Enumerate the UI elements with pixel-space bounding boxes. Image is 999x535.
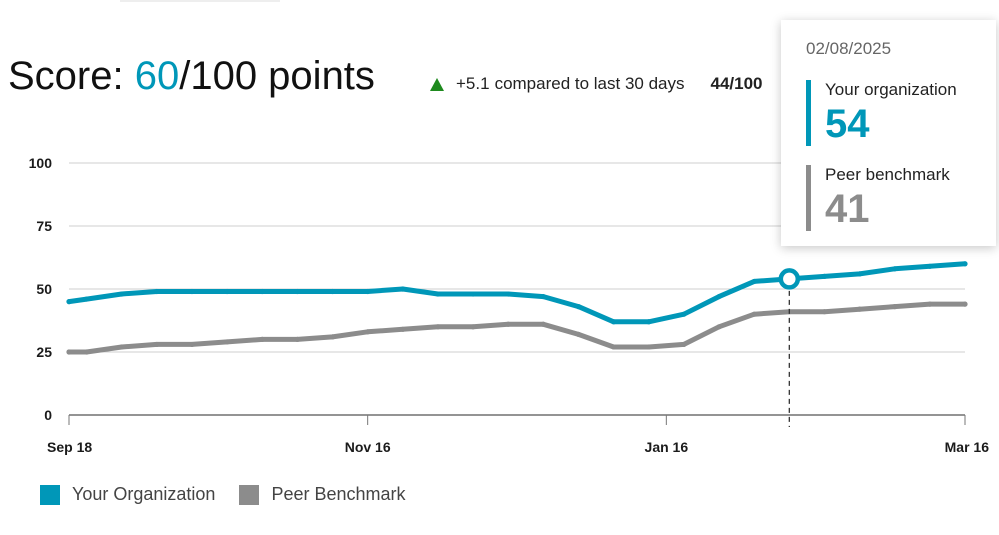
chart-tooltip: 02/08/2025 Your organization 54 Peer ben… [781,20,996,246]
legend-swatch-benchmark [239,484,260,505]
tooltip-date: 02/08/2025 [806,39,892,58]
data-point-benchmark [962,301,968,307]
axes: 0 25 50 75 100 Sep 18 Nov 16 Jan 16 Mar 16 [29,155,990,455]
data-point-benchmark [505,321,511,327]
data-point-organization [189,288,195,295]
series-line-benchmark [66,301,968,355]
x-tick-label: Sep 18 [47,439,92,455]
data-point-benchmark [540,321,546,327]
tooltip-organization-bar [806,80,811,146]
tooltip-benchmark-value: 41 [825,187,870,231]
data-point-benchmark [611,344,617,350]
legend-label-benchmark: Peer Benchmark [271,484,406,504]
tooltip-benchmark-bar [806,165,811,231]
score-prefix: Score: [8,54,135,98]
x-tick-label: Nov 16 [345,439,391,455]
score-value: 60 [134,54,180,98]
data-point-benchmark [681,341,687,348]
series [66,261,968,355]
data-point-organization [821,273,828,279]
data-point-benchmark [66,349,72,355]
data-point-benchmark [646,344,652,350]
legend-swatch-organization [40,484,60,505]
data-point-benchmark [575,331,582,337]
data-point-benchmark [365,329,371,335]
y-tick-label: 0 [44,407,52,423]
y-tick-label: 25 [36,344,52,360]
data-point-organization [505,291,511,297]
tooltip-organization-value: 54 [825,102,870,146]
data-point-organization [892,266,898,272]
data-point-benchmark [294,336,300,342]
tooltip-organization: Your organization 54 [806,80,986,146]
data-point-benchmark [224,339,230,345]
data-point-benchmark [329,334,336,340]
data-point-organization [575,304,582,310]
data-point-organization [435,291,441,297]
data-point-organization [154,288,160,295]
data-point-organization [329,288,336,295]
top-divider [120,0,280,2]
score-heading: Score: 60/100 points [8,52,375,100]
data-point-organization [66,299,72,305]
data-point-benchmark [892,304,898,310]
hover-point-organization [778,268,801,290]
hover-marker [778,268,801,427]
score-change: +5.1 compared to last 30 days 44/100 [430,72,763,96]
data-point-organization [751,278,757,285]
data-point-organization [611,319,617,325]
data-point-organization [681,311,687,317]
x-tick-label: Mar 16 [945,439,990,455]
data-point-benchmark [821,309,828,315]
data-point-benchmark [83,349,90,355]
x-tick-label: Jan 16 [645,439,689,455]
legend-item-benchmark[interactable]: Peer Benchmark [239,484,406,505]
data-point-benchmark [259,336,265,342]
y-tick-label: 75 [36,218,52,234]
chart-legend: Your Organization Peer Benchmark [40,484,430,505]
data-point-organization [646,319,652,325]
data-point-benchmark [154,341,160,348]
data-point-benchmark [470,324,476,330]
data-point-organization [400,286,406,292]
data-point-organization [119,291,125,297]
y-tick-label: 50 [36,281,52,297]
data-point-benchmark [716,324,722,330]
data-point-organization [927,263,933,269]
score-change-value: +5.1 [456,74,490,93]
tooltip-organization-label: Your organization [825,80,957,99]
data-point-organization [365,288,371,295]
tooltip-benchmark: Peer benchmark 41 [806,165,986,231]
triangle-up-icon [430,77,444,91]
data-point-organization [83,296,90,302]
data-point-organization [470,291,476,297]
data-point-benchmark [927,301,933,307]
data-point-benchmark [435,324,441,330]
data-point-organization [294,288,300,295]
data-point-organization [259,288,265,295]
data-point-organization [962,261,968,267]
data-point-benchmark [751,311,757,317]
data-point-organization [856,271,863,277]
data-point-benchmark [400,326,406,332]
y-tick-label: 100 [29,155,53,171]
data-point-organization [540,293,546,300]
data-point-benchmark [189,341,195,348]
data-point-organization [716,293,722,300]
legend-label-organization: Your Organization [72,484,216,504]
legend-item-organization[interactable]: Your Organization [40,484,215,505]
score-change-text: compared to last 30 days [494,74,685,93]
score-suffix: /100 points [179,54,375,98]
data-point-organization [224,288,230,295]
secondary-score: 44/100 [710,74,763,93]
data-point-benchmark [856,306,863,312]
tooltip-benchmark-label: Peer benchmark [825,165,950,184]
data-point-benchmark [119,344,125,350]
